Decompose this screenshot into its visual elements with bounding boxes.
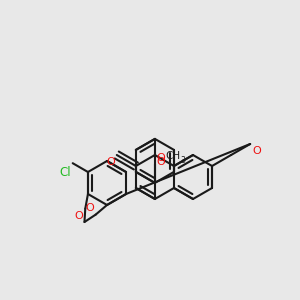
Text: O: O — [74, 211, 83, 220]
Text: O: O — [252, 146, 261, 156]
Text: O: O — [106, 157, 115, 167]
Text: O: O — [85, 202, 94, 213]
Text: O: O — [156, 153, 165, 163]
Text: 3: 3 — [181, 156, 186, 165]
Text: Cl: Cl — [59, 166, 71, 179]
Text: CH: CH — [165, 151, 180, 161]
Text: O: O — [156, 157, 165, 167]
